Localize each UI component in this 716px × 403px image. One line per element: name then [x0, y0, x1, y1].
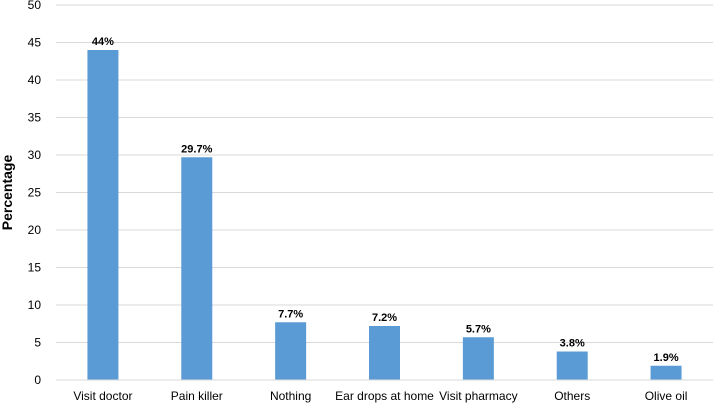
bars	[87, 50, 682, 380]
y-tick-label: 25	[28, 186, 42, 200]
x-category-label: Visit doctor	[73, 389, 132, 403]
y-tick-label: 40	[28, 73, 42, 87]
bar	[181, 157, 213, 380]
y-axis-label: Percentage	[0, 155, 15, 231]
y-tick-label: 35	[28, 111, 42, 125]
bar-data-label: 3.8%	[560, 338, 585, 350]
y-tick-label: 20	[28, 223, 42, 237]
bar	[369, 326, 400, 380]
bar	[462, 337, 494, 380]
data-labels: 44% 29.7% 7.7% 7.2% 5.7% 3.8% 1.9%	[92, 36, 679, 364]
x-category-label: Ear drops at home	[335, 389, 434, 403]
x-category-label: Visit pharmacy	[439, 389, 517, 403]
x-category-label: Pain killer	[171, 389, 223, 403]
gridlines	[56, 4, 713, 343]
y-tick-label: 10	[28, 298, 42, 312]
x-category-label: Olive oil	[645, 389, 688, 403]
x-category-label: Nothing	[270, 389, 311, 403]
bar-data-label: 7.7%	[278, 308, 303, 320]
bar-data-label: 44%	[92, 36, 114, 48]
bar	[275, 322, 307, 380]
y-tick-label: 45	[28, 36, 42, 50]
bar-data-label: 5.7%	[466, 323, 491, 335]
y-axis-ticks: 0 5 10 15 20 25 30 35 40 45 50	[28, 0, 42, 387]
bar	[87, 50, 119, 380]
bar	[650, 365, 682, 380]
x-category-label: Others	[554, 389, 590, 403]
y-tick-label: 50	[28, 0, 42, 12]
y-tick-label: 15	[28, 261, 42, 275]
bar-data-label: 1.9%	[654, 352, 679, 364]
y-tick-label: 0	[34, 373, 41, 387]
bar-data-label: 7.2%	[372, 312, 397, 324]
x-axis-categories: Visit doctor Pain killer Nothing Ear drops …	[73, 389, 687, 403]
bar-data-label: 29.7%	[181, 143, 212, 155]
y-tick-label: 30	[28, 148, 42, 162]
bar	[556, 351, 588, 380]
y-tick-label: 5	[34, 336, 41, 350]
